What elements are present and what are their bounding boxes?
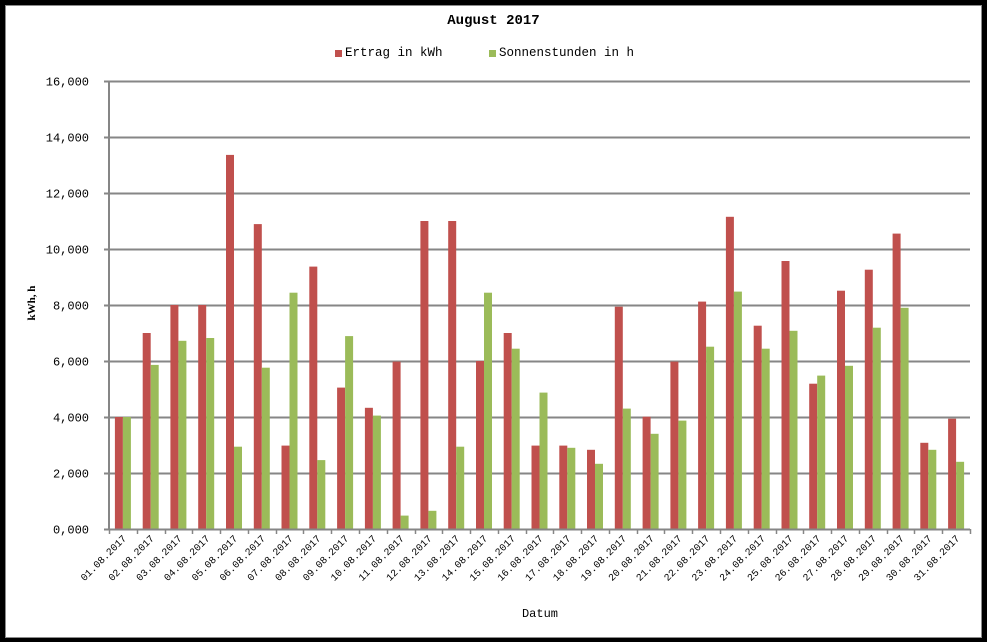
bar-sonnenstunden	[539, 392, 548, 529]
bar-sonnenstunden	[178, 340, 187, 529]
bar-sonnenstunden	[650, 433, 659, 529]
y-tick-label: 16,000	[46, 76, 89, 90]
bar-sonnenstunden	[206, 338, 215, 529]
bar-ertrag	[503, 333, 512, 529]
bar-ertrag	[781, 261, 790, 529]
bar-sonnenstunden	[956, 461, 965, 529]
bar-sonnenstunden	[484, 292, 492, 529]
bar-sonnenstunden	[456, 446, 465, 529]
bar-ertrag	[142, 333, 151, 529]
chart-title: August 2017	[447, 13, 540, 29]
bar-ertrag	[587, 449, 595, 529]
legend: Ertrag in kWh Sonnenstunden in h	[0, 46, 987, 62]
bar-sonnenstunden	[761, 348, 770, 529]
bar-ertrag	[364, 407, 373, 529]
legend-label-sonnenstunden: Sonnenstunden in h	[499, 46, 635, 60]
bar-ertrag	[309, 266, 318, 529]
y-tick-label: 0,000	[53, 524, 89, 538]
bar-sonnenstunden	[817, 375, 826, 529]
bar-ertrag	[698, 301, 707, 529]
bar-sonnenstunden	[372, 415, 381, 529]
bar-ertrag	[476, 361, 484, 529]
bar-sonnenstunden	[428, 510, 437, 529]
bar-sonnenstunden	[234, 446, 242, 529]
bar-sonnenstunden	[872, 327, 881, 529]
bar-sonnenstunden	[317, 460, 326, 529]
bar-sonnenstunden	[706, 346, 715, 529]
bar-ertrag	[531, 445, 540, 529]
bar-sonnenstunden	[595, 463, 603, 529]
bar-ertrag	[837, 290, 845, 529]
legend-item-sonnenstunden: Sonnenstunden in h	[489, 46, 634, 60]
bar-ertrag	[253, 224, 262, 529]
bar-sonnenstunden	[150, 364, 159, 529]
chart-frame	[5, 5, 982, 638]
y-tick-label: 14,000	[46, 132, 89, 146]
legend-item-ertrag: Ertrag in kWh	[335, 46, 443, 60]
bar-sonnenstunden	[567, 447, 576, 529]
bar-sonnenstunden	[789, 330, 798, 529]
y-tick-label: 4,000	[53, 412, 89, 426]
bar-sonnenstunden	[845, 365, 853, 529]
y-tick-label: 12,000	[46, 188, 89, 202]
bar-ertrag	[448, 221, 457, 529]
bar-ertrag	[864, 269, 873, 529]
bar-ertrag	[809, 383, 818, 529]
bar-ertrag	[753, 325, 762, 529]
bar-ertrag	[559, 445, 568, 529]
bar-ertrag	[392, 361, 401, 529]
bar-ertrag	[892, 233, 901, 529]
bar-sonnenstunden	[928, 449, 937, 529]
bar-sonnenstunden	[733, 291, 742, 529]
bar-ertrag	[920, 442, 929, 529]
bar-ertrag	[198, 305, 207, 529]
legend-swatch-red-icon	[335, 49, 342, 57]
bar-ertrag	[670, 361, 679, 529]
bar-ertrag	[642, 416, 651, 529]
bar-ertrag	[948, 418, 957, 529]
legend-label-ertrag: Ertrag in kWh	[345, 46, 443, 60]
bar-ertrag	[281, 445, 290, 529]
y-tick-label: 6,000	[53, 356, 89, 370]
bar-ertrag	[725, 216, 734, 530]
y-tick-label: 10,000	[46, 244, 89, 258]
bar-sonnenstunden	[289, 292, 298, 529]
bar-ertrag	[337, 387, 346, 529]
legend-swatch-green-icon	[489, 49, 496, 57]
x-axis-label: Datum	[521, 607, 558, 621]
bar-sonnenstunden	[122, 417, 131, 529]
bar-ertrag	[114, 417, 123, 529]
y-tick-label: 8,000	[53, 300, 89, 314]
bar-sonnenstunden	[511, 348, 520, 529]
bar-sonnenstunden	[400, 515, 409, 529]
bar-ertrag	[226, 154, 234, 529]
bar-ertrag	[170, 305, 179, 529]
bar-sonnenstunden	[622, 408, 631, 529]
bar-ertrag	[614, 306, 623, 529]
bar-sonnenstunden	[261, 367, 270, 529]
bar-sonnenstunden	[678, 420, 687, 529]
y-tick-label: 2,000	[53, 468, 89, 482]
bar-ertrag	[420, 221, 429, 529]
bar-sonnenstunden	[900, 307, 909, 529]
bar-sonnenstunden	[345, 336, 354, 529]
